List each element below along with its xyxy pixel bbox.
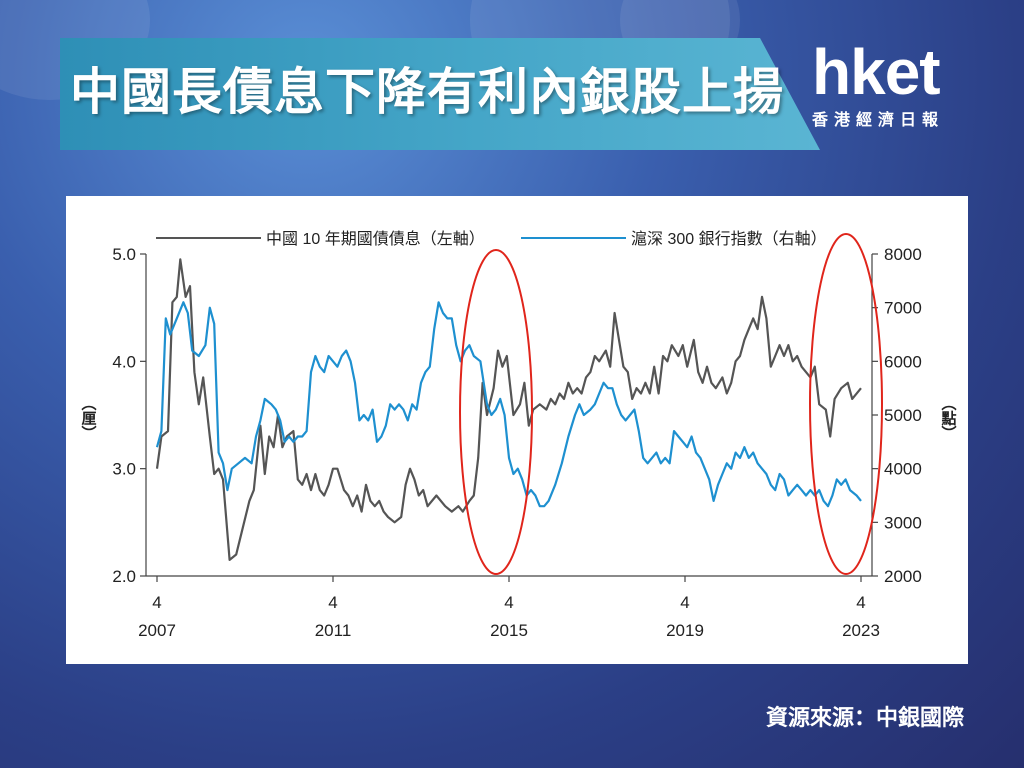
highlight-circle-2023 (809, 233, 883, 575)
legend-index-label: 滬深 300 銀行指數（右軸） (631, 230, 827, 248)
legend-bond-label: 中國 10 年期國債債息（左軸） (266, 230, 485, 248)
logo-subtitle: 香港經濟日報 (812, 110, 945, 129)
left-axis-label: （厘） (80, 396, 98, 441)
right-tick-label: 5000 (884, 406, 922, 425)
right-tick-label: 4000 (884, 460, 922, 479)
x-tick-year-label: 2023 (842, 621, 880, 640)
x-tick-month-label: 4 (680, 593, 689, 612)
x-tick-month-label: 4 (504, 593, 513, 612)
left-tick-label: 4.0 (112, 352, 136, 371)
right-tick-label: 7000 (884, 299, 922, 318)
highlight-circle-2015 (459, 249, 533, 575)
x-tick-month-label: 4 (152, 593, 161, 612)
right-tick-label: 2000 (884, 567, 922, 586)
left-tick-label: 5.0 (112, 245, 136, 264)
logo-wordmark: hket (812, 36, 941, 108)
left-tick-label: 3.0 (112, 460, 136, 479)
x-tick-year-label: 2011 (315, 621, 352, 640)
right-tick-label: 3000 (884, 513, 922, 532)
x-tick-month-label: 4 (328, 593, 337, 612)
chart-panel: 2.0 3.0 4.0 5.0 2000 3000 4000 5000 6000 7000 800… (66, 196, 968, 664)
line-chart: 2.0 3.0 4.0 5.0 2000 3000 4000 5000 6000 7000 800… (80, 230, 958, 640)
left-tick-label: 2.0 (112, 567, 136, 586)
bank-index-series-line (155, 301, 862, 508)
hket-logo: hket 香港經濟日報 (812, 40, 944, 130)
x-tick-year-label: 2007 (138, 621, 176, 640)
right-tick-label: 8000 (884, 245, 922, 264)
title-banner (60, 38, 820, 150)
right-tick-label: 6000 (884, 352, 922, 371)
source-note: 資源來源：中銀國際 (765, 706, 964, 731)
page-title: 中國長債息下降有利內銀股上揚 (70, 63, 784, 121)
x-tick-year-label: 2019 (666, 621, 704, 640)
right-axis-label: （點） (940, 396, 958, 441)
x-tick-month-label: 4 (856, 593, 865, 612)
x-tick-year-label: 2015 (490, 621, 528, 640)
